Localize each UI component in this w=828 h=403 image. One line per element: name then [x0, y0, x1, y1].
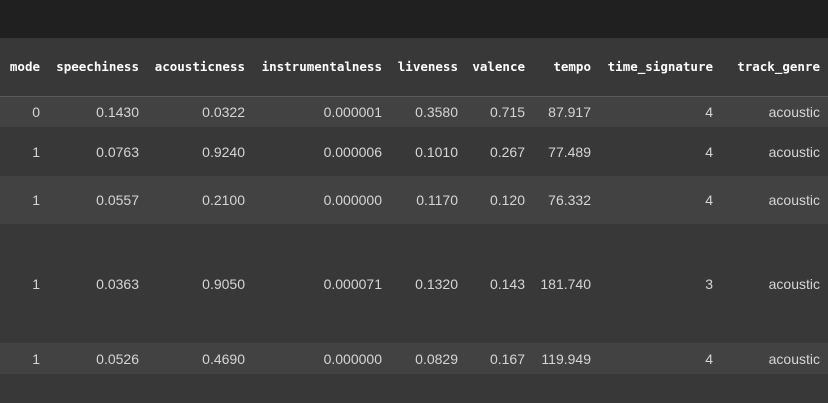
cell-tempo: 87.917: [548, 103, 591, 120]
table-row: 1 0.0526 0.4690 0.000000 0.0829 0.167 11…: [0, 343, 828, 374]
cell-acousticness: 0.0322: [202, 103, 245, 120]
cell-speechiness: 0.1430: [96, 103, 139, 120]
cell-valence: 0.143: [489, 275, 525, 292]
dataframe-output: mode speechiness acousticness instrument…: [0, 38, 828, 403]
cell-liveness: 0.1320: [415, 275, 458, 292]
cell-track-genre: acoustic: [768, 192, 820, 208]
cell-liveness: 0.1170: [416, 192, 458, 208]
cell-acousticness: 0.2100: [202, 192, 245, 208]
cell-mode: 1: [32, 275, 40, 292]
cell-acousticness: 0.9240: [202, 143, 245, 160]
column-header-speechiness: speechiness: [48, 38, 147, 97]
cell-mode: 0: [32, 103, 40, 120]
column-header-tempo: tempo: [533, 38, 599, 97]
cell-time-signature: 4: [705, 350, 713, 367]
column-header-track-genre: track_genre: [721, 38, 828, 97]
cell-track-genre: acoustic: [768, 143, 820, 160]
column-header-time-signature: time_signature: [599, 38, 721, 97]
table-row: 1 0.0763 0.9240 0.000006 0.1010 0.267 77…: [0, 127, 828, 176]
data-table: mode speechiness acousticness instrument…: [0, 38, 828, 403]
table-header-row: mode speechiness acousticness instrument…: [0, 38, 828, 97]
column-header-instrumentalness: instrumentalness: [253, 38, 390, 97]
cell-tempo: 119.949: [541, 350, 591, 367]
cell-mode: 1: [32, 350, 40, 367]
cell-speechiness: 0.0363: [96, 275, 139, 292]
cell-time-signature: 4: [705, 103, 713, 120]
cell-instrumentalness: 0.000001: [323, 103, 382, 120]
cell-valence: 0.715: [489, 103, 525, 120]
cell-mode: 1: [32, 143, 40, 160]
cell-liveness: 0.0829: [415, 350, 458, 367]
cell-liveness: 0.3580: [415, 103, 458, 120]
column-header-acousticness: acousticness: [147, 38, 253, 97]
cell-track-genre: acoustic: [768, 103, 820, 120]
table-row: 0 0.1430 0.0322 0.000001 0.3580 0.715 87…: [0, 96, 828, 127]
cell-track-genre: acoustic: [768, 275, 820, 292]
cell-time-signature: 4: [705, 192, 713, 208]
cell-speechiness: 0.0763: [96, 143, 139, 160]
cell-tempo: 181.740: [540, 275, 591, 292]
cell-acousticness: 0.4690: [202, 350, 245, 367]
cell-speechiness: 0.0526: [96, 350, 139, 367]
cell-tempo: 76.332: [548, 192, 591, 208]
cell-mode: 1: [32, 192, 40, 208]
cell-instrumentalness: 0.000006: [323, 143, 382, 160]
cell-valence: 0.120: [489, 192, 525, 208]
column-header-liveness: liveness: [390, 38, 466, 97]
table-row: 1 0.0557 0.2100 0.000000 0.1170 0.120 76…: [0, 176, 828, 224]
column-header-valence: valence: [466, 38, 533, 97]
column-header-mode: mode: [0, 38, 48, 97]
cell-liveness: 0.1010: [415, 143, 458, 160]
cell-instrumentalness: 0.000000: [323, 192, 382, 208]
cell-valence: 0.167: [489, 350, 525, 367]
cell-instrumentalness: 0.000000: [323, 350, 382, 367]
cell-track-genre: acoustic: [768, 350, 820, 367]
table-empty-row: [0, 374, 828, 403]
table-empty-cell: [0, 374, 828, 403]
cell-instrumentalness: 0.000071: [323, 275, 382, 292]
cell-tempo: 77.489: [548, 143, 591, 160]
cell-acousticness: 0.9050: [202, 275, 245, 292]
cell-speechiness: 0.0557: [96, 192, 139, 208]
cell-time-signature: 4: [705, 143, 713, 160]
cell-valence: 0.267: [489, 143, 525, 160]
cell-time-signature: 3: [705, 275, 713, 292]
table-row: 1 0.0363 0.9050 0.000071 0.1320 0.143 18…: [0, 224, 828, 343]
top-bar: [0, 0, 828, 38]
